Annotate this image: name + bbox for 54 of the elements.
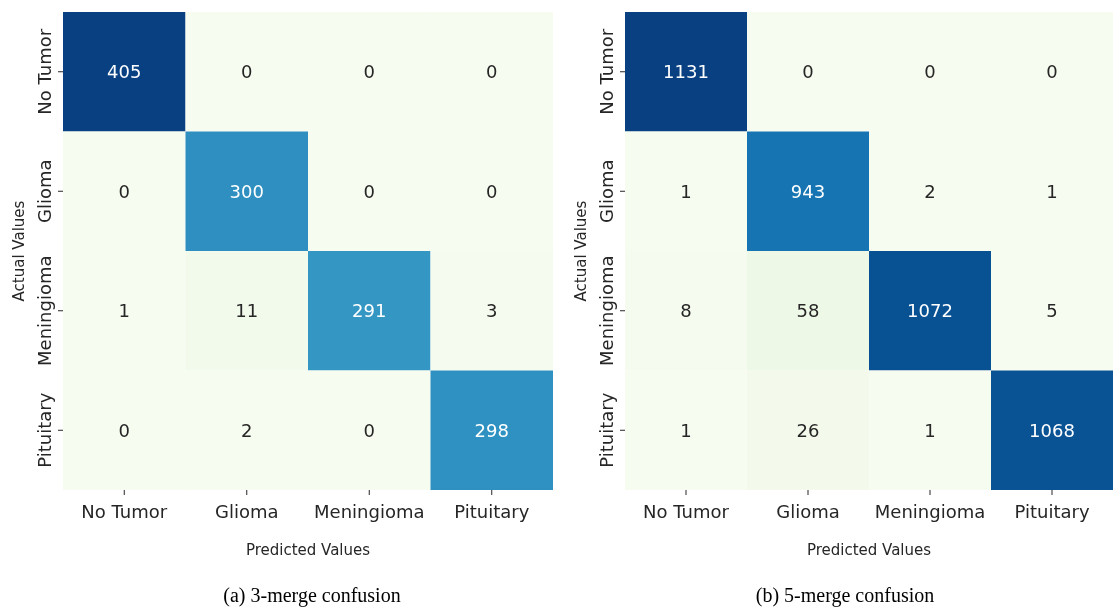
x-tick-label: No Tumor <box>643 500 730 522</box>
text: (b) 5-merge confusion <box>755 584 935 607</box>
data-label: 1 <box>1046 180 1058 202</box>
data-label: 1072 <box>907 300 953 322</box>
data-label: 0 <box>363 180 375 202</box>
data-label: 0 <box>363 419 375 441</box>
data-label: 1068 <box>1029 419 1075 441</box>
data-label: 0 <box>924 61 936 83</box>
x-tick-label: Pituitary <box>1014 500 1090 522</box>
data-label: 0 <box>486 61 498 83</box>
data-label: 1 <box>118 300 130 322</box>
data-label: 0 <box>802 61 814 83</box>
x-axis-title: Predicted Values <box>245 541 371 559</box>
y-tick-label: Glioma <box>596 159 617 224</box>
y-tick-label: No Tumor <box>34 28 55 115</box>
y-tick-label: Meningioma <box>596 255 617 366</box>
y-tick-label: Meningioma <box>34 255 55 366</box>
data-label: 405 <box>107 61 142 83</box>
y-tick-label: No Tumor <box>596 28 617 115</box>
y-tick-label: Glioma <box>34 159 55 224</box>
x-tick-label: Meningioma <box>314 500 425 522</box>
data-label: 3 <box>486 300 498 322</box>
data-label: 26 <box>796 419 820 441</box>
data-label: 8 <box>680 300 692 322</box>
data-label: 2 <box>241 419 253 441</box>
data-label: 1131 <box>663 61 709 83</box>
data-label: 0 <box>241 61 253 83</box>
data-label: 0 <box>363 61 375 83</box>
x-tick-label: No Tumor <box>81 500 168 522</box>
x-axis-title: Predicted Values <box>806 541 932 559</box>
x-tick-label: Pituitary <box>454 500 530 522</box>
data-label: 1 <box>924 419 936 441</box>
data-label: 2 <box>924 180 936 202</box>
y-axis-title: Actual Values <box>572 200 590 302</box>
data-label: 300 <box>229 180 264 202</box>
y-axis-title: Actual Values <box>10 200 28 302</box>
y-tick-label: Pituitary <box>596 392 617 468</box>
data-label: 0 <box>486 180 498 202</box>
text: (a) 3-merge confusion <box>223 584 401 607</box>
data-label: 11 <box>235 300 259 322</box>
x-tick-label: Meningioma <box>874 500 986 522</box>
x-tick-label: Glioma <box>214 500 279 522</box>
data-label: 1 <box>680 180 692 202</box>
data-label: 298 <box>474 419 509 441</box>
data-label: 0 <box>118 180 130 202</box>
data-label: 1 <box>680 419 692 441</box>
data-label: 0 <box>1046 61 1058 83</box>
data-label: 58 <box>796 300 820 322</box>
y-tick-label: Pituitary <box>34 392 55 468</box>
data-label: 291 <box>352 300 387 322</box>
data-label: 0 <box>118 419 130 441</box>
x-tick-label: Glioma <box>776 500 840 522</box>
data-label: 5 <box>1046 300 1058 322</box>
data-label: 943 <box>790 180 826 202</box>
